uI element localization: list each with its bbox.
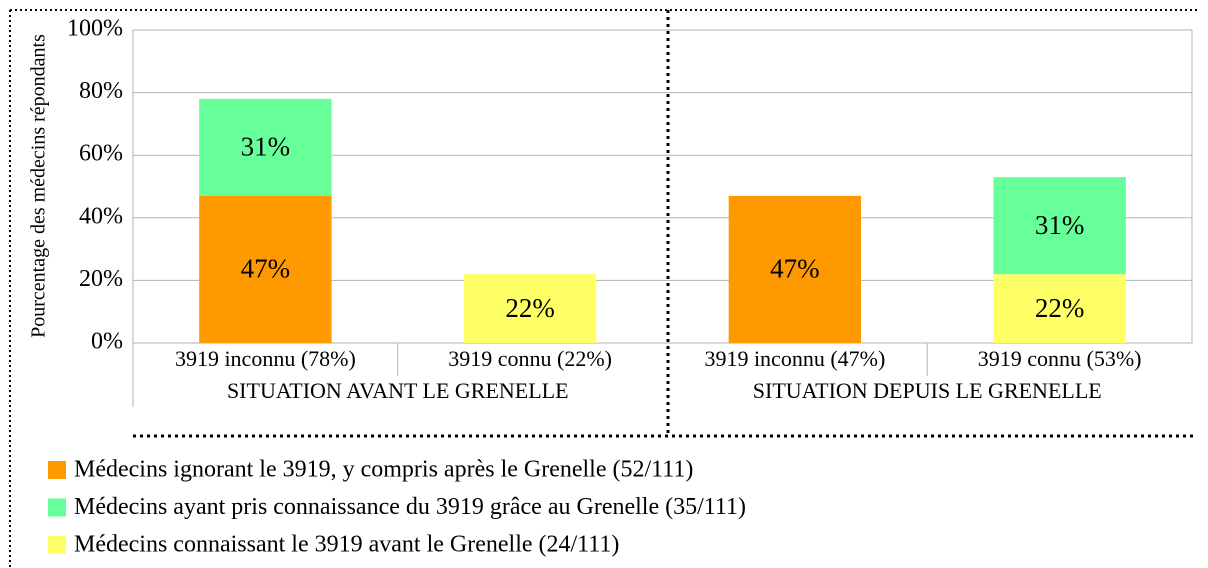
legend-label: Médecins ayant pris connaissance du 3919… [74, 494, 746, 520]
y-tick-label: 100% [67, 16, 123, 42]
bar-segment [993, 177, 1126, 275]
legend-swatch [48, 536, 66, 554]
x-tick-label: 3919 connu (22%) [448, 346, 612, 371]
plot-border [132, 29, 1193, 344]
data-label: 31% [1035, 210, 1085, 240]
y-tick-label: 40% [79, 203, 123, 229]
legend-swatch [48, 498, 66, 517]
x-tick-label: 3919 inconnu (47%) [704, 346, 885, 371]
data-label: 47% [770, 254, 820, 284]
data-label: 22% [505, 293, 555, 323]
y-tick-label: 0% [91, 329, 123, 355]
legend-label: Médecins connaissant le 3919 avant le Gr… [74, 532, 619, 558]
y-tick-label: 60% [79, 141, 123, 167]
y-tick-label: 20% [79, 266, 123, 292]
x-tick-label: 3919 connu (53%) [978, 346, 1142, 371]
y-tick-label: 80% [79, 78, 123, 104]
bar-segment [463, 274, 597, 343]
legend-swatch [48, 461, 66, 479]
group-label: SITUATION DEPUIS LE GRENELLE [753, 378, 1102, 403]
bar-segment [993, 274, 1126, 343]
y-axis-label: Pourcentage des médecins répondants [28, 34, 50, 338]
bar-segment [199, 98, 332, 196]
data-label: 47% [241, 254, 291, 284]
legend-label: Médecins ignorant le 3919, y compris apr… [74, 457, 693, 483]
data-label: 22% [1035, 293, 1085, 323]
frame [9, 9, 1200, 568]
group-label: SITUATION AVANT LE GRENELLE [227, 378, 569, 403]
x-tick-label: 3919 inconnu (78%) [175, 346, 356, 371]
data-label: 31% [241, 132, 291, 162]
bar-segment [199, 195, 332, 343]
bar-segment [728, 195, 862, 343]
